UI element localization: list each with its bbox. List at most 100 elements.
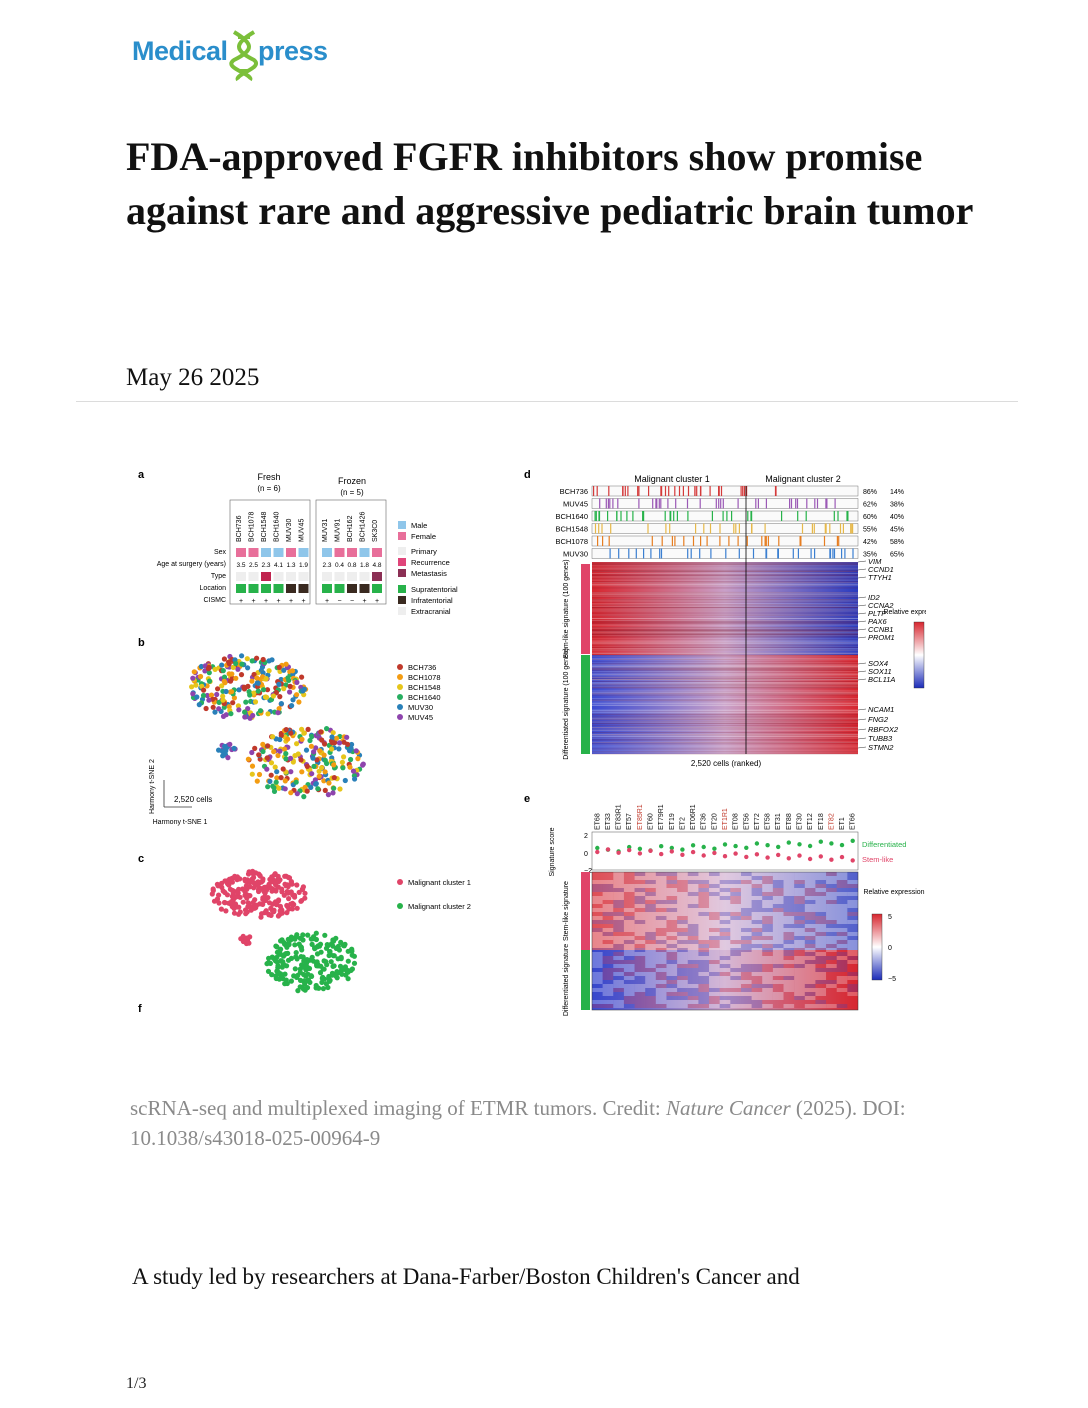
- cell-point: [194, 694, 200, 700]
- score-point: [776, 852, 781, 858]
- heatmap-cell: [634, 980, 646, 984]
- heatmap-cell: [783, 908, 795, 912]
- heatmap-cell: [794, 960, 805, 964]
- heatmap-cell: [751, 920, 763, 924]
- heatmap-row: [592, 563, 858, 565]
- heatmap-cell: [847, 948, 859, 952]
- type-cell: [347, 572, 357, 581]
- cell-point: [283, 727, 289, 733]
- heatmap-cell: [592, 960, 603, 964]
- heatmap-cell: [815, 904, 827, 908]
- sex-cell: [248, 548, 259, 557]
- heatmap-row: [592, 582, 858, 584]
- cell-point: [339, 759, 345, 765]
- score-point: [701, 853, 706, 858]
- heatmap-row: [592, 676, 858, 678]
- heatmap-cell: [762, 912, 773, 916]
- row-label: Type: [211, 573, 226, 580]
- heatmap-cell: [836, 976, 848, 980]
- cell-point: [296, 699, 302, 705]
- sample-label: ET66: [850, 813, 857, 830]
- heatmap-row: [592, 687, 858, 688]
- heatmap-cell: [826, 972, 837, 976]
- heatmap-cell: [783, 872, 795, 876]
- heatmap-row: [592, 573, 858, 574]
- heatmap-row: [592, 608, 858, 610]
- cell-tick: [796, 498, 799, 509]
- cell-tick: [617, 498, 619, 509]
- heatmap-cell: [613, 928, 624, 932]
- heatmap-cell: [826, 892, 837, 896]
- heatmap-cell: [602, 948, 614, 952]
- score-point: [690, 843, 696, 848]
- caption-journal[interactable]: Nature Cancer: [666, 1096, 791, 1120]
- heatmap-cell: [655, 920, 667, 924]
- heatmap-cell: [794, 928, 805, 932]
- heatmap-row: [592, 594, 858, 595]
- heatmap-row: [592, 622, 858, 624]
- heatmap-cell: [687, 956, 699, 960]
- cell-point: [204, 692, 210, 699]
- heatmap-cell: [762, 872, 773, 876]
- heatmap-row: [592, 628, 858, 630]
- heatmap-cell: [623, 904, 635, 908]
- heatmap-cell: [741, 960, 752, 964]
- heatmap-cell: [709, 928, 720, 932]
- heatmap-row: [592, 734, 858, 735]
- heatmap-cell: [741, 1004, 752, 1008]
- heatmap-cell: [772, 896, 784, 900]
- cell-tick: [850, 523, 852, 534]
- cell-tick: [695, 523, 697, 534]
- heatmap-cell: [602, 996, 614, 1000]
- heatmap-cell: [772, 924, 784, 928]
- gene-label: SOX11: [868, 667, 892, 676]
- heatmap-row: [592, 709, 858, 711]
- heatmap-row: [592, 575, 858, 576]
- cell-point: [273, 690, 279, 696]
- cell-point: [313, 745, 319, 751]
- cell-point: [206, 670, 212, 676]
- heatmap-row: [592, 648, 858, 650]
- heatmap-row: [592, 733, 858, 735]
- cismc-value: +: [375, 598, 379, 605]
- heatmap-cell: [613, 992, 624, 996]
- heatmap-cell: [698, 992, 710, 996]
- heatmap-cell: [804, 936, 816, 940]
- heatmap-cell: [602, 932, 614, 936]
- heatmap-cell: [847, 944, 859, 948]
- heatmap-cell: [719, 1000, 731, 1004]
- cell-point: [351, 960, 358, 966]
- heatmap-cell: [730, 912, 741, 916]
- heatmap-cell: [613, 948, 624, 952]
- heatmap-cell: [836, 1000, 848, 1004]
- heatmap-row: [592, 664, 858, 665]
- type-cell: [298, 572, 309, 581]
- site-logo[interactable]: Medical press: [132, 30, 332, 82]
- score-tick: −2: [584, 868, 592, 875]
- cell-point: [260, 896, 266, 902]
- heatmap-cell: [815, 928, 827, 932]
- cell-point: [249, 749, 255, 756]
- heatmap-cell: [719, 880, 731, 884]
- heatmap-row: [592, 666, 858, 668]
- heatmap-cell: [613, 904, 624, 908]
- heatmap-cell: [730, 920, 741, 924]
- cell-point: [212, 666, 218, 672]
- heatmap-cell: [592, 944, 603, 948]
- cell-tick: [841, 548, 843, 559]
- heatmap-row: [592, 631, 858, 633]
- heatmap-row: [592, 610, 858, 612]
- stem-bar: [581, 872, 590, 950]
- location-cell: [248, 584, 259, 593]
- gene-label: CCNA2: [868, 601, 894, 610]
- cell-tick: [609, 498, 611, 509]
- heatmap-cell: [751, 900, 763, 904]
- gene-label: TUBB3: [868, 734, 893, 743]
- cell-point: [251, 671, 257, 678]
- heatmap-row: [592, 573, 858, 574]
- heatmap-row: [592, 682, 858, 683]
- sample-label: ET82: [828, 813, 835, 830]
- heatmap-cell: [592, 972, 603, 976]
- cell-point: [287, 683, 293, 689]
- cell-point: [340, 765, 346, 771]
